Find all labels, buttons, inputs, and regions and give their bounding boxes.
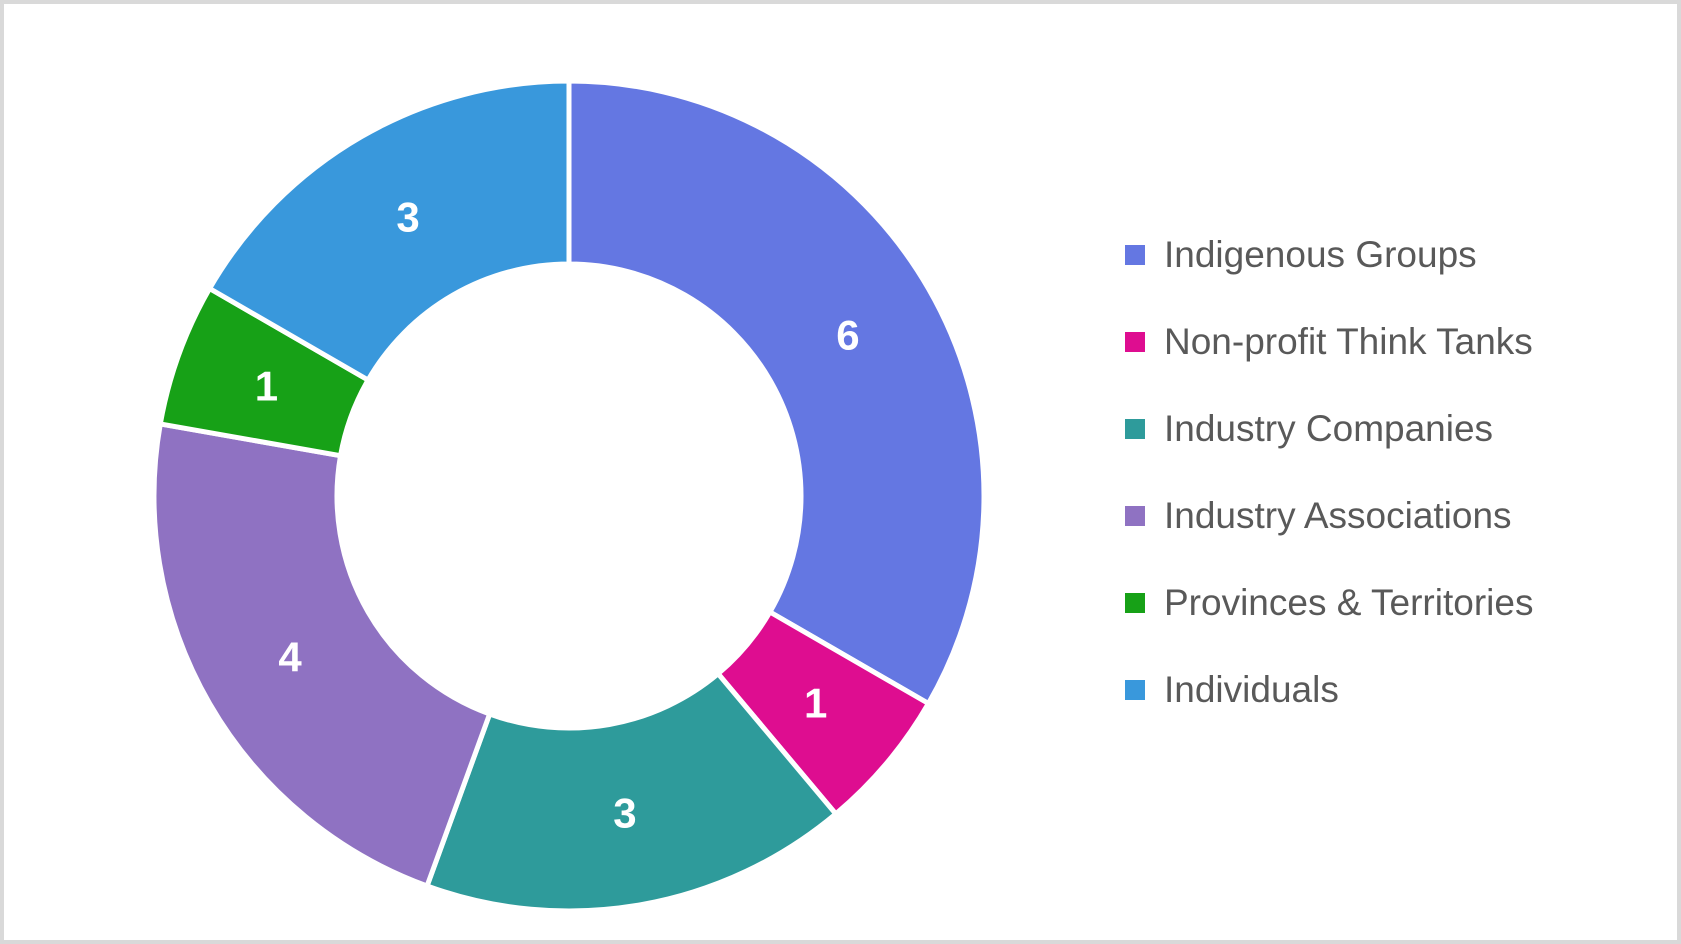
slice-data-label-industry-companies: 3 bbox=[613, 790, 636, 837]
donut-chart: 6 1 3 4 1 3 bbox=[151, 78, 987, 914]
legend-swatch-icon bbox=[1125, 679, 1145, 700]
legend-item-non-profit-think-tanks: Non-profit Think Tanks bbox=[1125, 323, 1533, 360]
legend-swatch-icon bbox=[1125, 418, 1145, 439]
legend-item-provinces-territories: Provinces & Territories bbox=[1125, 584, 1533, 621]
donut-slice-industry-companies bbox=[424, 671, 839, 914]
slice-data-label-non-profit-think-tanks: 1 bbox=[804, 680, 827, 727]
slice-data-label-provinces-territories: 1 bbox=[255, 362, 278, 409]
donut-slice-individuals bbox=[207, 78, 572, 383]
donut-slice-indigenous-groups bbox=[566, 78, 987, 706]
legend-item-indigenous-groups: Indigenous Groups bbox=[1125, 236, 1533, 273]
legend-swatch-icon bbox=[1125, 592, 1145, 613]
slice-data-label-individuals: 3 bbox=[396, 194, 419, 241]
legend-label: Individuals bbox=[1164, 669, 1339, 710]
legend-label: Indigenous Groups bbox=[1164, 234, 1477, 275]
legend-swatch-icon bbox=[1125, 244, 1145, 265]
legend-swatch-icon bbox=[1125, 331, 1145, 352]
donut-slice-industry-associations bbox=[151, 421, 493, 889]
slice-data-label-industry-associations: 4 bbox=[278, 634, 302, 681]
legend-label: Industry Companies bbox=[1164, 408, 1494, 449]
slice-data-label-indigenous-groups: 6 bbox=[836, 312, 859, 359]
legend-label: Non-profit Think Tanks bbox=[1164, 321, 1533, 362]
legend-label: Provinces & Territories bbox=[1164, 582, 1534, 623]
legend-label: Industry Associations bbox=[1164, 495, 1512, 536]
legend-item-industry-companies: Industry Companies bbox=[1125, 410, 1533, 447]
chart-legend: Indigenous Groups Non-profit Think Tanks I… bbox=[1125, 236, 1533, 708]
legend-swatch-icon bbox=[1125, 505, 1145, 526]
legend-item-individuals: Individuals bbox=[1125, 671, 1533, 708]
legend-item-industry-associations: Industry Associations bbox=[1125, 497, 1533, 534]
